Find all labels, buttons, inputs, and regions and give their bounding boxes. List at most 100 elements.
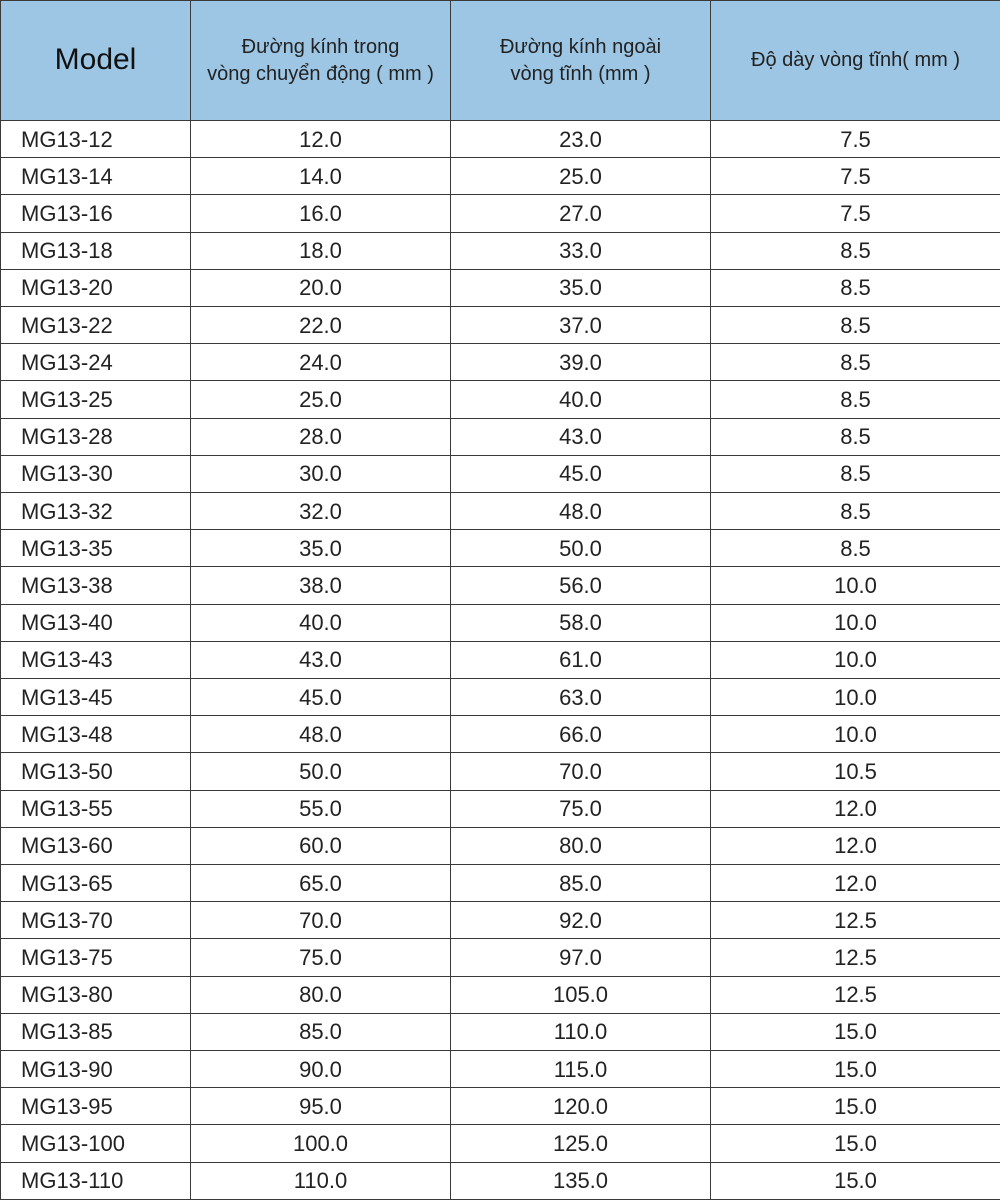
- value-cell: 8.5: [711, 455, 1000, 492]
- value-cell: 48.0: [451, 493, 711, 530]
- value-cell: 80.0: [451, 827, 711, 864]
- spec-table-container: Model Đường kính trongvòng chuyển động (…: [0, 0, 1000, 1200]
- value-cell: 100.0: [191, 1125, 451, 1162]
- table-row: MG13-3232.048.08.5: [1, 493, 1000, 530]
- model-cell: MG13-40: [1, 604, 191, 641]
- value-cell: 35.0: [191, 530, 451, 567]
- model-cell: MG13-100: [1, 1125, 191, 1162]
- value-cell: 115.0: [451, 1051, 711, 1088]
- value-cell: 14.0: [191, 158, 451, 195]
- model-cell: MG13-28: [1, 418, 191, 455]
- spec-table-head: Model Đường kính trongvòng chuyển động (…: [1, 1, 1000, 121]
- model-cell: MG13-18: [1, 232, 191, 269]
- value-cell: 15.0: [711, 1125, 1000, 1162]
- model-cell: MG13-25: [1, 381, 191, 418]
- value-cell: 12.5: [711, 939, 1000, 976]
- value-cell: 75.0: [451, 790, 711, 827]
- table-row: MG13-6060.080.012.0: [1, 827, 1000, 864]
- value-cell: 125.0: [451, 1125, 711, 1162]
- model-cell: MG13-35: [1, 530, 191, 567]
- model-cell: MG13-16: [1, 195, 191, 232]
- col-header-outer-dia: Đường kính ngoàivòng tĩnh (mm ): [451, 1, 711, 121]
- value-cell: 24.0: [191, 344, 451, 381]
- header-row: Model Đường kính trongvòng chuyển động (…: [1, 1, 1000, 121]
- value-cell: 10.0: [711, 679, 1000, 716]
- value-cell: 33.0: [451, 232, 711, 269]
- value-cell: 12.0: [191, 121, 451, 158]
- table-row: MG13-2222.037.08.5: [1, 307, 1000, 344]
- table-row: MG13-4545.063.010.0: [1, 679, 1000, 716]
- spec-table: Model Đường kính trongvòng chuyển động (…: [0, 0, 1000, 1200]
- model-cell: MG13-32: [1, 493, 191, 530]
- table-row: MG13-5555.075.012.0: [1, 790, 1000, 827]
- value-cell: 27.0: [451, 195, 711, 232]
- value-cell: 18.0: [191, 232, 451, 269]
- value-cell: 25.0: [191, 381, 451, 418]
- table-row: MG13-100100.0125.015.0: [1, 1125, 1000, 1162]
- value-cell: 35.0: [451, 269, 711, 306]
- model-cell: MG13-90: [1, 1051, 191, 1088]
- value-cell: 92.0: [451, 902, 711, 939]
- value-cell: 8.5: [711, 493, 1000, 530]
- model-cell: MG13-12: [1, 121, 191, 158]
- value-cell: 80.0: [191, 976, 451, 1013]
- value-cell: 95.0: [191, 1088, 451, 1125]
- value-cell: 8.5: [711, 269, 1000, 306]
- value-cell: 10.0: [711, 716, 1000, 753]
- table-row: MG13-1818.033.08.5: [1, 232, 1000, 269]
- model-cell: MG13-80: [1, 976, 191, 1013]
- table-row: MG13-2828.043.08.5: [1, 418, 1000, 455]
- table-row: MG13-8080.0105.012.5: [1, 976, 1000, 1013]
- table-row: MG13-1616.027.07.5: [1, 195, 1000, 232]
- value-cell: 45.0: [191, 679, 451, 716]
- model-cell: MG13-14: [1, 158, 191, 195]
- value-cell: 8.5: [711, 530, 1000, 567]
- value-cell: 10.5: [711, 753, 1000, 790]
- value-cell: 90.0: [191, 1051, 451, 1088]
- value-cell: 28.0: [191, 418, 451, 455]
- model-cell: MG13-55: [1, 790, 191, 827]
- value-cell: 120.0: [451, 1088, 711, 1125]
- value-cell: 22.0: [191, 307, 451, 344]
- model-cell: MG13-30: [1, 455, 191, 492]
- value-cell: 16.0: [191, 195, 451, 232]
- value-cell: 8.5: [711, 344, 1000, 381]
- value-cell: 12.5: [711, 976, 1000, 1013]
- value-cell: 15.0: [711, 1051, 1000, 1088]
- value-cell: 8.5: [711, 307, 1000, 344]
- model-cell: MG13-65: [1, 865, 191, 902]
- value-cell: 66.0: [451, 716, 711, 753]
- table-row: MG13-110110.0135.015.0: [1, 1162, 1000, 1199]
- table-row: MG13-3535.050.08.5: [1, 530, 1000, 567]
- value-cell: 110.0: [451, 1013, 711, 1050]
- table-row: MG13-8585.0110.015.0: [1, 1013, 1000, 1050]
- value-cell: 37.0: [451, 307, 711, 344]
- value-cell: 110.0: [191, 1162, 451, 1199]
- value-cell: 7.5: [711, 121, 1000, 158]
- model-cell: MG13-70: [1, 902, 191, 939]
- col-header-thickness: Độ dày vòng tĩnh( mm ): [711, 1, 1000, 121]
- model-cell: MG13-38: [1, 567, 191, 604]
- value-cell: 85.0: [451, 865, 711, 902]
- value-cell: 23.0: [451, 121, 711, 158]
- model-cell: MG13-50: [1, 753, 191, 790]
- value-cell: 85.0: [191, 1013, 451, 1050]
- value-cell: 15.0: [711, 1088, 1000, 1125]
- value-cell: 39.0: [451, 344, 711, 381]
- value-cell: 55.0: [191, 790, 451, 827]
- model-cell: MG13-110: [1, 1162, 191, 1199]
- value-cell: 32.0: [191, 493, 451, 530]
- value-cell: 56.0: [451, 567, 711, 604]
- value-cell: 12.0: [711, 790, 1000, 827]
- value-cell: 50.0: [191, 753, 451, 790]
- model-cell: MG13-45: [1, 679, 191, 716]
- value-cell: 45.0: [451, 455, 711, 492]
- value-cell: 7.5: [711, 195, 1000, 232]
- value-cell: 63.0: [451, 679, 711, 716]
- value-cell: 25.0: [451, 158, 711, 195]
- table-row: MG13-1212.023.07.5: [1, 121, 1000, 158]
- model-cell: MG13-60: [1, 827, 191, 864]
- model-cell: MG13-85: [1, 1013, 191, 1050]
- value-cell: 50.0: [451, 530, 711, 567]
- model-cell: MG13-75: [1, 939, 191, 976]
